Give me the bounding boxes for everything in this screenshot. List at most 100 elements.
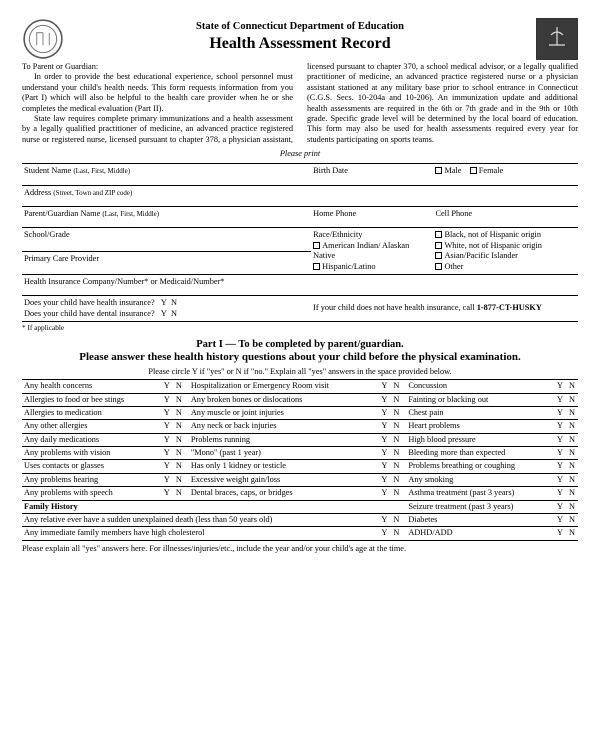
race-w-checkbox[interactable] xyxy=(435,242,442,249)
yn-n[interactable]: N xyxy=(566,393,578,406)
yn-y[interactable]: Y xyxy=(554,460,566,473)
yn-n[interactable]: N xyxy=(566,420,578,433)
yn-y[interactable]: Y xyxy=(554,447,566,460)
yn-n[interactable]: N xyxy=(390,473,402,486)
yn-n[interactable]: N xyxy=(173,433,185,446)
yn-y[interactable]: Y xyxy=(554,407,566,420)
insurance-label: Health Insurance Company/Number* or Medi… xyxy=(24,277,224,286)
hh-item: Fainting or blacking out xyxy=(406,393,554,406)
race-b-label: Black, not of Hispanic origin xyxy=(444,230,541,239)
student-name-label: Student Name xyxy=(24,166,71,175)
yn-y[interactable]: Y xyxy=(554,433,566,446)
race-b-checkbox[interactable] xyxy=(435,231,442,238)
yn-y[interactable]: Y xyxy=(161,393,173,406)
yn-y[interactable]: Y xyxy=(378,487,390,500)
race-o-label: Other xyxy=(444,262,463,271)
hh-item: Heart problems xyxy=(406,420,554,433)
yn-n[interactable]: N xyxy=(390,393,402,406)
race-o-checkbox[interactable] xyxy=(435,263,442,270)
yn-y[interactable]: Y xyxy=(378,393,390,406)
yn-y[interactable]: Y xyxy=(161,447,173,460)
explain-note: Please explain all "yes" answers here. F… xyxy=(22,544,578,554)
yn-n[interactable]: N xyxy=(173,473,185,486)
applicable-note: * If applicable xyxy=(22,322,578,332)
yn-y[interactable]: Y xyxy=(161,460,173,473)
yn-y[interactable]: Y xyxy=(554,380,566,393)
yn-n[interactable]: N xyxy=(566,487,578,500)
yn-n[interactable]: N xyxy=(173,460,185,473)
header-title: Health Assessment Record xyxy=(82,34,518,54)
yn-y[interactable]: Y xyxy=(378,420,390,433)
yn-n[interactable]: N xyxy=(566,527,578,540)
yn-y[interactable]: Y xyxy=(161,433,173,446)
intro-text: To Parent or Guardian: In order to provi… xyxy=(22,62,578,145)
yn-n[interactable]: N xyxy=(173,407,185,420)
yn-n[interactable]: N xyxy=(390,527,402,540)
race-label: Race/Ethnicity xyxy=(313,230,362,239)
yn-y[interactable]: Y xyxy=(378,473,390,486)
yn-n[interactable]: N xyxy=(173,380,185,393)
hh-item: Allergies to food or bee stings xyxy=(22,393,161,406)
yn-n[interactable]: N xyxy=(390,433,402,446)
yn-n[interactable]: N xyxy=(390,460,402,473)
yn-n[interactable]: N xyxy=(566,447,578,460)
yn-n[interactable]: N xyxy=(390,380,402,393)
yn-y[interactable]: Y xyxy=(378,513,390,526)
yn-y[interactable]: Y xyxy=(554,473,566,486)
yn-n[interactable]: N xyxy=(390,420,402,433)
yn-n[interactable]: N xyxy=(173,393,185,406)
yn-y[interactable]: Y xyxy=(554,500,566,513)
yn-n[interactable]: N xyxy=(566,380,578,393)
yn-y[interactable]: Y xyxy=(161,487,173,500)
address-hint: (Street, Town and ZIP code) xyxy=(53,189,132,197)
q-health-n[interactable]: N xyxy=(171,298,177,307)
yn-n[interactable]: N xyxy=(390,513,402,526)
yn-n[interactable]: N xyxy=(566,460,578,473)
yn-n[interactable]: N xyxy=(566,500,578,513)
race-ai-checkbox[interactable] xyxy=(313,242,320,249)
yn-n[interactable]: N xyxy=(566,513,578,526)
male-checkbox[interactable] xyxy=(435,167,442,174)
yn-y[interactable]: Y xyxy=(378,433,390,446)
yn-y[interactable]: Y xyxy=(161,420,173,433)
yn-n[interactable]: N xyxy=(566,473,578,486)
q-health-y[interactable]: Y xyxy=(161,298,167,307)
race-hl-checkbox[interactable] xyxy=(313,263,320,270)
hh-item: "Mono" (past 1 year) xyxy=(189,447,379,460)
yn-y[interactable]: Y xyxy=(378,407,390,420)
yn-y[interactable]: Y xyxy=(554,487,566,500)
race-api-checkbox[interactable] xyxy=(435,252,442,259)
female-checkbox[interactable] xyxy=(470,167,477,174)
yn-y[interactable]: Y xyxy=(554,513,566,526)
hh-item: Diabetes xyxy=(406,513,554,526)
yn-y[interactable]: Y xyxy=(161,473,173,486)
yn-n[interactable]: N xyxy=(390,407,402,420)
yn-n[interactable]: N xyxy=(566,407,578,420)
hh-item: Allergies to medication xyxy=(22,407,161,420)
yn-n[interactable]: N xyxy=(173,447,185,460)
yn-y[interactable]: Y xyxy=(378,527,390,540)
yn-y[interactable]: Y xyxy=(378,380,390,393)
header: State of Connecticut Department of Educa… xyxy=(22,18,578,62)
hh-item: Any smoking xyxy=(406,473,554,486)
yn-y[interactable]: Y xyxy=(554,393,566,406)
yn-y[interactable]: Y xyxy=(378,460,390,473)
birth-date-label: Birth Date xyxy=(313,166,348,175)
yn-n[interactable]: N xyxy=(390,487,402,500)
q-dental-y[interactable]: Y xyxy=(161,309,167,318)
q-dental-n[interactable]: N xyxy=(171,309,177,318)
part1-header: Part I — To be completed by parent/guard… xyxy=(22,338,578,377)
yn-y[interactable]: Y xyxy=(161,407,173,420)
yn-n[interactable]: N xyxy=(173,420,185,433)
family-history-label: Family History xyxy=(22,500,406,513)
yn-y[interactable]: Y xyxy=(554,420,566,433)
yn-n[interactable]: N xyxy=(566,433,578,446)
yn-n[interactable]: N xyxy=(390,447,402,460)
male-label: Male xyxy=(444,166,461,175)
female-label: Female xyxy=(479,166,503,175)
yn-y[interactable]: Y xyxy=(161,380,173,393)
hh-item: ADHD/ADD xyxy=(406,527,554,540)
yn-n[interactable]: N xyxy=(173,487,185,500)
yn-y[interactable]: Y xyxy=(554,527,566,540)
yn-y[interactable]: Y xyxy=(378,447,390,460)
